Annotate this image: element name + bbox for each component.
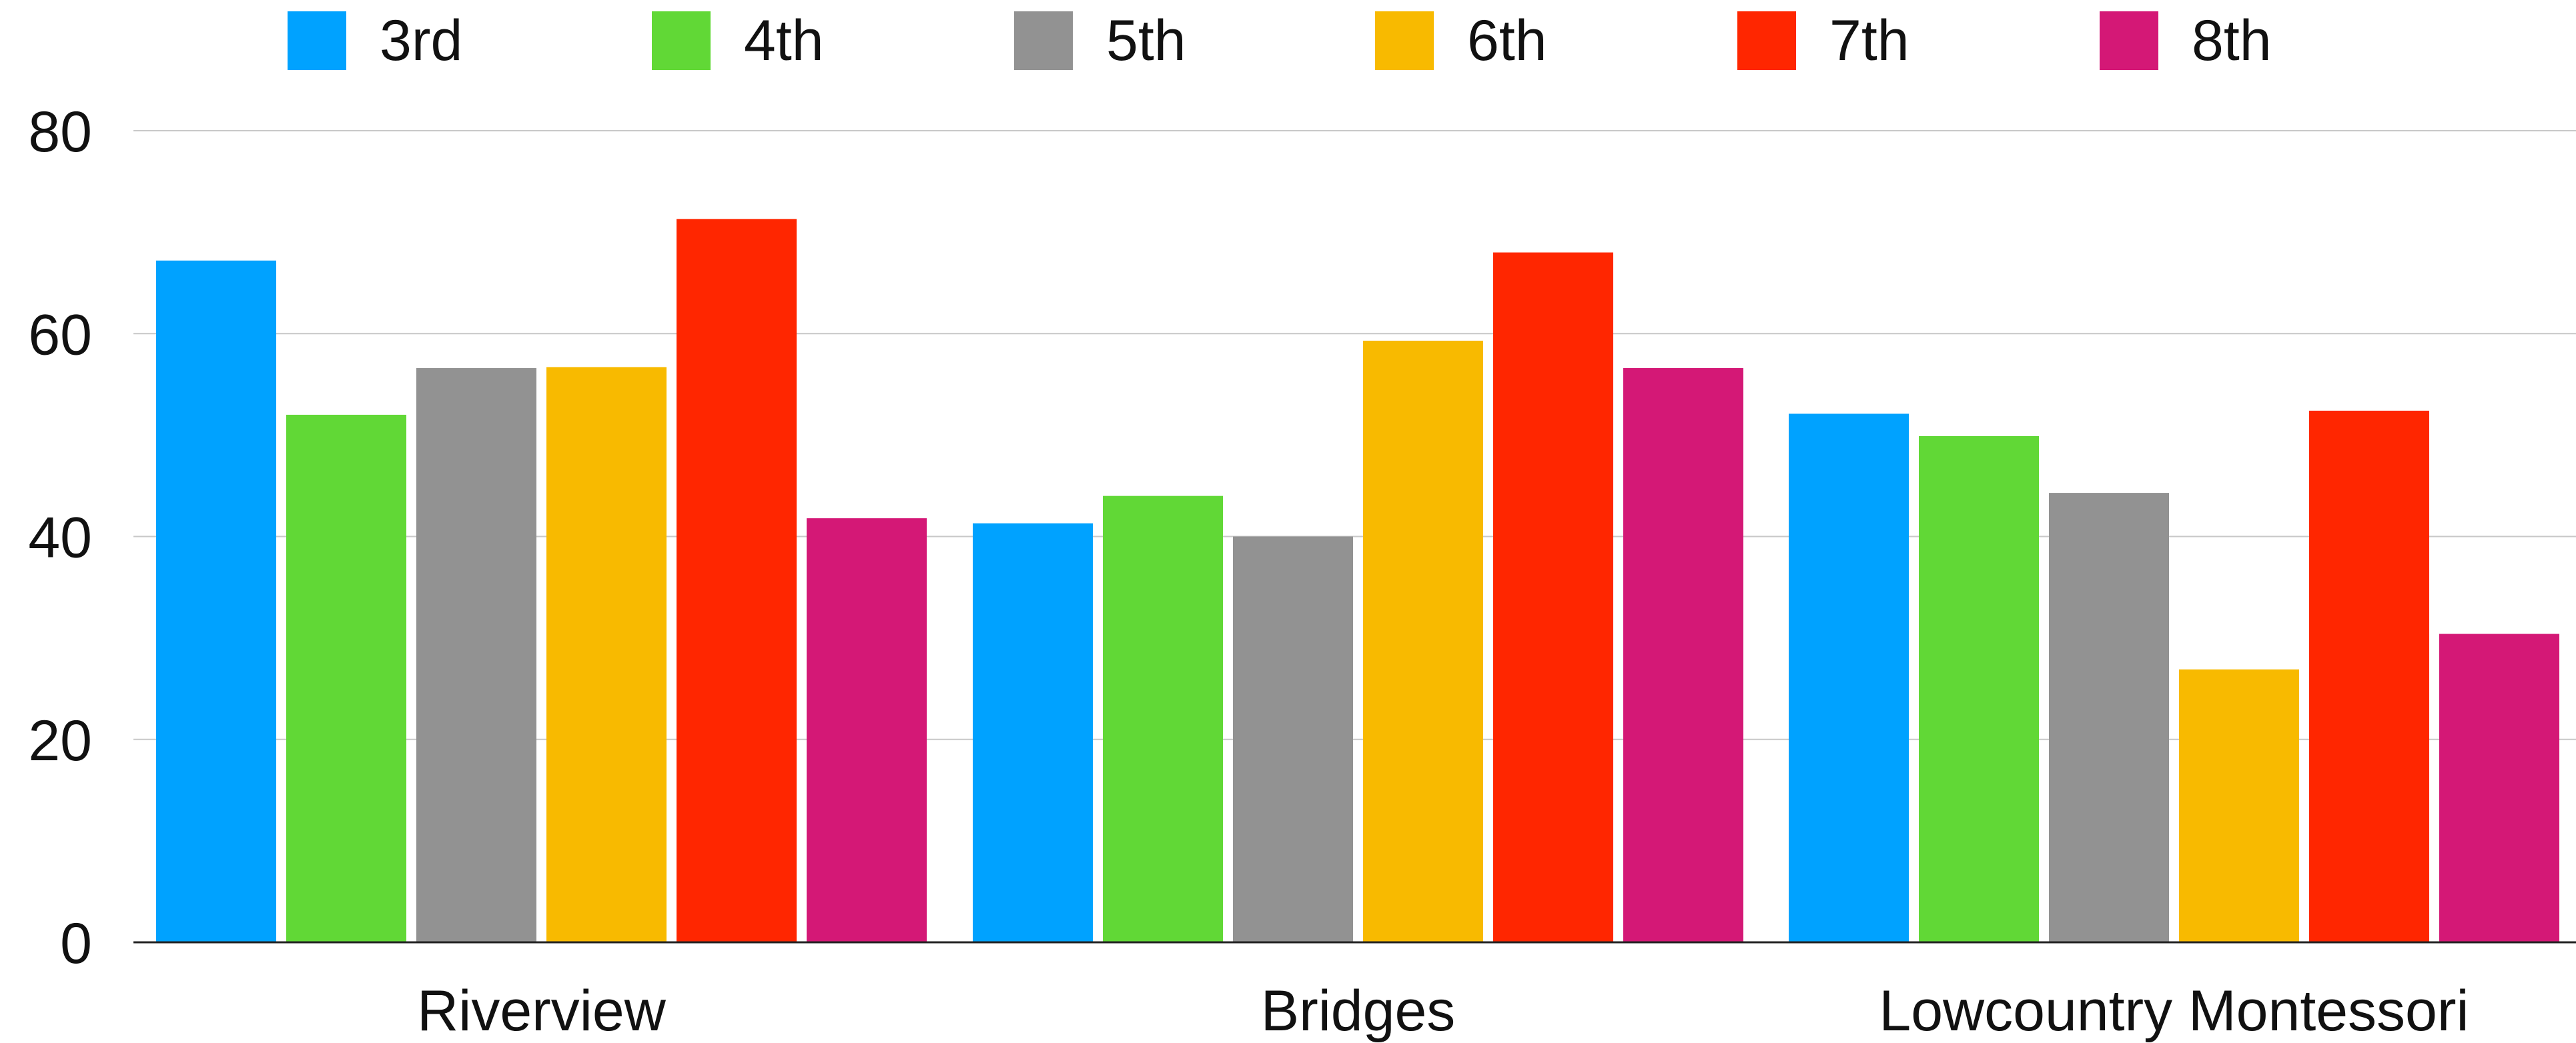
y-tick-label: 80 [28, 100, 92, 164]
bar [1789, 413, 1909, 942]
legend-label: 4th [744, 9, 824, 73]
legend-swatch [1014, 11, 1073, 70]
legend-item: 5th [1014, 9, 1186, 73]
legend-swatch [1737, 11, 1796, 70]
bar [546, 367, 667, 942]
legend-swatch [1375, 11, 1434, 70]
bar-group [973, 252, 1743, 942]
x-category-label: Bridges [1261, 979, 1456, 1043]
legend-item: 3rd [288, 9, 462, 73]
legend-label: 8th [2192, 9, 2272, 73]
bars [156, 219, 2559, 943]
legend-swatch [288, 11, 346, 70]
bar [2309, 410, 2429, 942]
bar [1493, 252, 1613, 942]
legend: 3rd 4th 5th 6th 7th 8th [288, 9, 2272, 73]
bar-group [1789, 410, 2559, 942]
bar [973, 523, 1093, 942]
legend-item: 8th [2100, 9, 2272, 73]
bar [1919, 435, 2039, 942]
legend-label: 6th [1467, 9, 1547, 73]
legend-swatch [652, 11, 711, 70]
legend-label: 3rd [380, 9, 462, 73]
bar [1103, 495, 1223, 942]
bar [1623, 367, 1743, 942]
y-tick-label: 60 [28, 303, 92, 367]
bar [286, 414, 406, 942]
y-tick-label: 20 [28, 709, 92, 773]
bar [807, 518, 927, 942]
legend-swatch [2100, 11, 2158, 70]
bar [156, 260, 276, 943]
legend-item: 4th [652, 9, 824, 73]
legend-item: 7th [1737, 9, 1909, 73]
y-tick-label: 40 [28, 506, 92, 570]
x-category-label: Riverview [417, 979, 667, 1043]
bar [2049, 493, 2169, 942]
legend-item: 6th [1375, 9, 1547, 73]
x-category-label: Lowcountry Montessori [1879, 979, 2469, 1043]
bar [2179, 669, 2299, 942]
bar [677, 219, 797, 942]
axes: 0 20 40 60 80 Riverview Bridges Lowcountry Mont… [28, 100, 2576, 1043]
bar [1233, 536, 1353, 942]
legend-label: 7th [1829, 9, 1909, 73]
bar [1363, 340, 1483, 942]
bar [416, 367, 536, 942]
bar [2439, 634, 2559, 942]
legend-label: 5th [1106, 9, 1186, 73]
y-tick-label: 0 [60, 912, 92, 976]
bar-group [156, 219, 927, 943]
